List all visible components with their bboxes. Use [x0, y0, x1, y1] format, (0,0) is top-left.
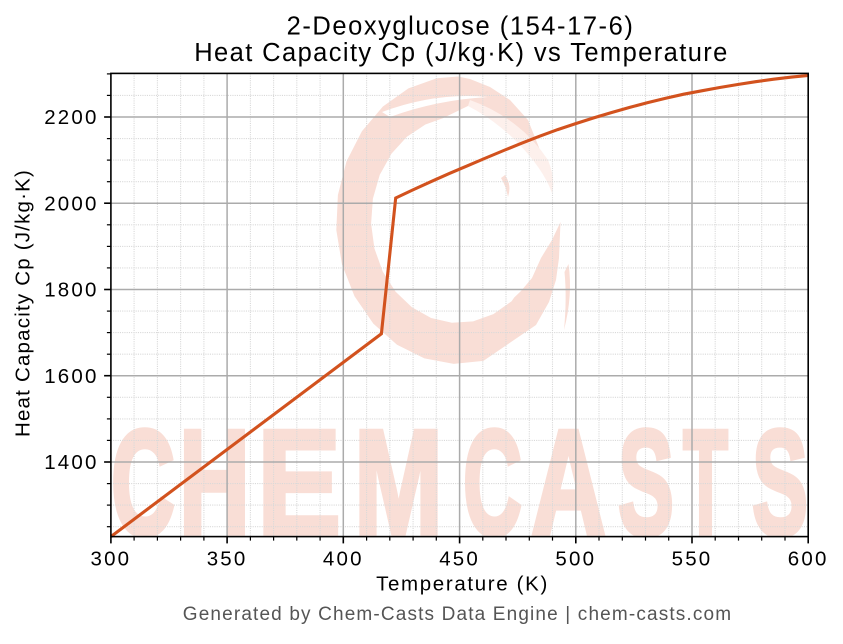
svg-text:300: 300	[90, 548, 131, 571]
svg-text:500: 500	[555, 548, 596, 571]
svg-text:1800: 1800	[44, 279, 98, 302]
svg-text:400: 400	[323, 548, 364, 571]
svg-text:2-Deoxyglucose (154-17-6): 2-Deoxyglucose (154-17-6)	[287, 12, 635, 40]
svg-text:350: 350	[207, 548, 248, 571]
svg-text:600: 600	[788, 548, 829, 571]
svg-text:1600: 1600	[44, 365, 98, 388]
svg-text:450: 450	[439, 548, 480, 571]
svg-text:2000: 2000	[44, 192, 98, 215]
svg-text:Heat Capacity Cp (J/kg·K) vs T: Heat Capacity Cp (J/kg·K) vs Temperature	[194, 39, 729, 67]
svg-text:550: 550	[672, 548, 713, 571]
svg-text:Generated by Chem-Casts Data E: Generated by Chem-Casts Data Engine | ch…	[183, 604, 732, 625]
svg-text:Temperature (K): Temperature (K)	[376, 573, 549, 596]
svg-text:Heat Capacity Cp (J/kg·K): Heat Capacity Cp (J/kg·K)	[12, 169, 35, 437]
svg-text:2200: 2200	[44, 106, 98, 129]
svg-text:M: M	[354, 399, 443, 567]
svg-text:1400: 1400	[44, 451, 98, 474]
